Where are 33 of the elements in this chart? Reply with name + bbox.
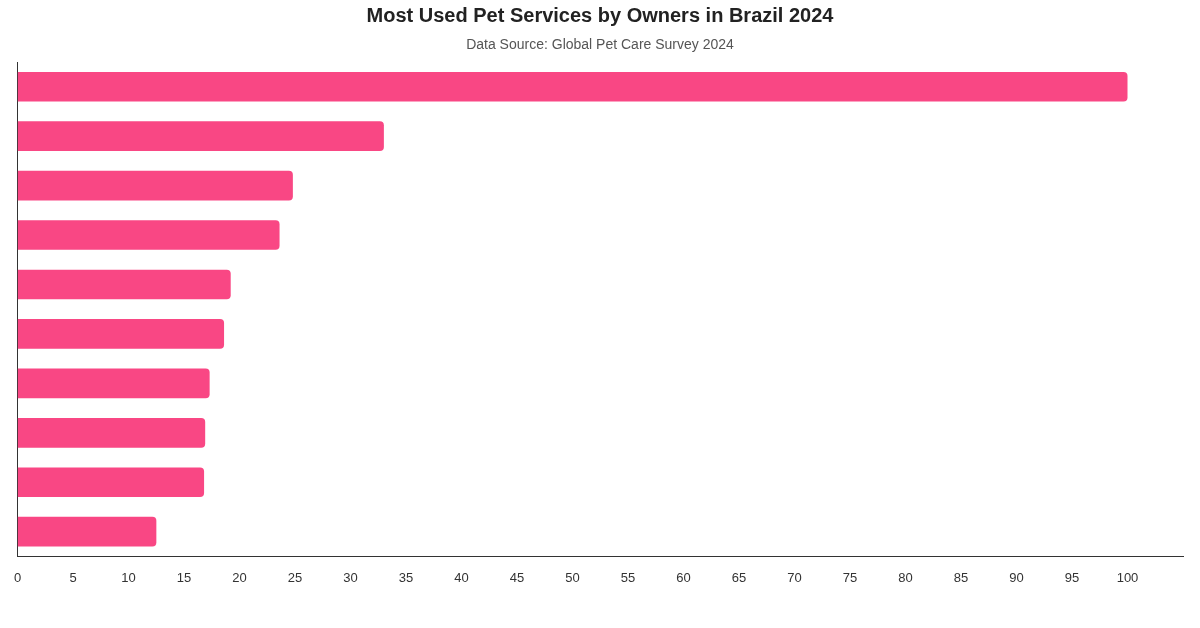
bar xyxy=(17,71,1128,102)
bar xyxy=(17,368,210,399)
bar xyxy=(17,467,205,498)
x-tick-label: 15 xyxy=(176,569,192,585)
x-tick-label: 20 xyxy=(232,569,247,585)
bar xyxy=(17,319,225,349)
x-tick-label: 95 xyxy=(1064,569,1080,585)
bar xyxy=(17,220,280,250)
x-tick-label: 0 xyxy=(14,569,22,585)
x-tick-label: 55 xyxy=(620,569,636,585)
x-tick-label: 10 xyxy=(121,569,136,585)
chart-title: Most Used Pet Services by Owners in Brazil 2024 xyxy=(365,4,835,27)
x-tick-label: 80 xyxy=(898,569,913,585)
bar xyxy=(17,170,293,201)
x-tick-label: 35 xyxy=(398,569,414,585)
x-tick-label: 50 xyxy=(565,569,580,585)
chart-subtitle: Data Source: Global Pet Care Survey 2024 xyxy=(465,36,735,52)
x-tick-label: 65 xyxy=(731,569,747,585)
x-tick-label: 75 xyxy=(842,569,858,585)
x-tick-label: 85 xyxy=(953,569,969,585)
x-tick-label: 5 xyxy=(69,569,77,585)
x-tick-label: 30 xyxy=(343,569,358,585)
x-tick-label: 90 xyxy=(1009,569,1024,585)
x-tick-label: 100 xyxy=(1116,569,1139,585)
x-tick-label: 70 xyxy=(787,569,802,585)
x-tick-label: 45 xyxy=(509,569,525,585)
bar xyxy=(17,269,231,300)
bar xyxy=(17,516,157,547)
bar xyxy=(17,121,384,151)
x-tick-label: 25 xyxy=(287,569,303,585)
bar xyxy=(17,417,206,448)
x-tick-label: 40 xyxy=(454,569,469,585)
x-tick-label: 60 xyxy=(676,569,691,585)
